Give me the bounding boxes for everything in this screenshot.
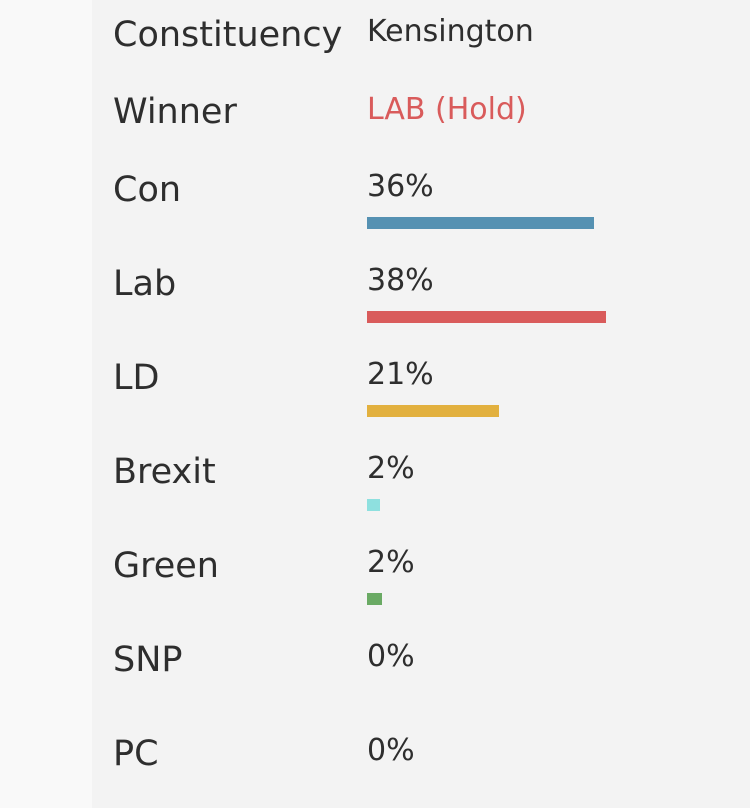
party-value-ld: 21% xyxy=(367,357,434,392)
bar-lab xyxy=(367,311,607,323)
results-panel xyxy=(92,0,750,808)
winner-label: Winner xyxy=(113,92,237,132)
party-label-con: Con xyxy=(113,170,182,210)
winner-value: LAB (Hold) xyxy=(367,92,527,127)
constituency-label: Constituency xyxy=(113,15,343,55)
party-value-brexit: 2% xyxy=(367,451,415,486)
party-value-pc: 0% xyxy=(367,733,415,768)
party-label-green: Green xyxy=(113,546,219,586)
party-label-ld: LD xyxy=(113,358,160,398)
party-label-brexit: Brexit xyxy=(113,452,216,492)
party-value-snp: 0% xyxy=(367,639,415,674)
party-value-green: 2% xyxy=(367,545,415,580)
party-label-lab: Lab xyxy=(113,264,177,304)
bar-con xyxy=(367,217,594,229)
party-value-lab: 38% xyxy=(367,263,434,298)
bar-green xyxy=(367,593,382,605)
bar-ld xyxy=(367,405,500,417)
party-label-pc: PC xyxy=(113,734,159,774)
bar-brexit xyxy=(367,499,380,511)
party-label-snp: SNP xyxy=(113,640,183,680)
constituency-value: Kensington xyxy=(367,14,534,49)
party-value-con: 36% xyxy=(367,169,434,204)
